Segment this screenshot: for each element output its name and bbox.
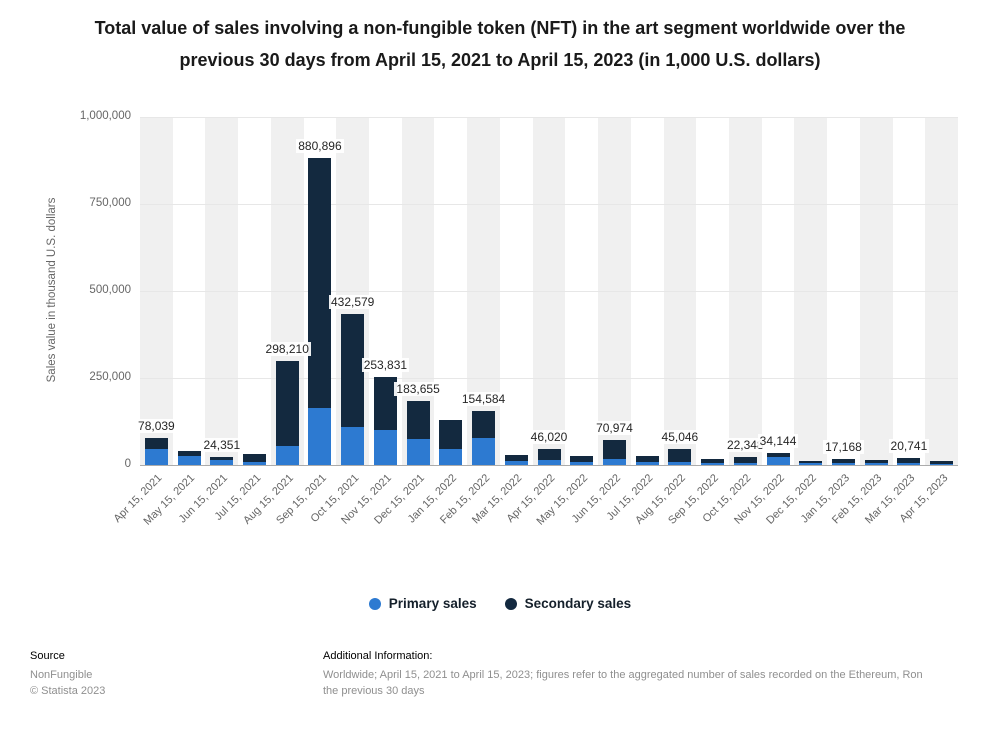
bar-segment-primary bbox=[831, 462, 855, 465]
bar-segment-primary bbox=[897, 462, 921, 465]
bar-segment-primary bbox=[766, 456, 790, 465]
source-block: Source NonFungible © Statista 2023 bbox=[30, 650, 105, 697]
additional-info-line-2: the previous 30 days bbox=[323, 685, 425, 697]
y-axis-tick-label: 500,000 bbox=[89, 284, 131, 296]
bar-segment-primary bbox=[275, 445, 299, 465]
bar-segment-primary bbox=[930, 463, 954, 465]
bar-segment-secondary bbox=[308, 158, 332, 408]
bar-segment-secondary bbox=[831, 459, 855, 463]
bar-segment-secondary bbox=[733, 457, 757, 463]
gridline bbox=[140, 204, 958, 205]
bar-segment-primary bbox=[504, 460, 528, 465]
source-name[interactable]: NonFungible bbox=[30, 669, 93, 681]
bar-segment-secondary bbox=[864, 460, 888, 464]
bar-segment-primary bbox=[733, 462, 757, 465]
data-label-text: 34,144 bbox=[757, 434, 799, 449]
x-axis-line bbox=[140, 465, 958, 466]
y-axis-tick-label: 0 bbox=[124, 458, 131, 470]
legend-marker-icon bbox=[504, 597, 517, 610]
bar-segment-secondary bbox=[373, 376, 397, 431]
bar-segment-primary bbox=[668, 461, 692, 465]
additional-info-label: Additional Information: bbox=[323, 650, 433, 662]
legend-label: Primary sales bbox=[388, 596, 477, 611]
bar-segment-primary bbox=[210, 460, 234, 465]
gridline bbox=[140, 291, 958, 292]
bar-segment-primary bbox=[864, 463, 888, 465]
bar-segment-secondary bbox=[504, 454, 528, 461]
bar-segment-secondary bbox=[243, 453, 267, 462]
bar-segment-secondary bbox=[799, 460, 823, 464]
bar-segment-secondary bbox=[144, 437, 168, 450]
bar-segment-primary bbox=[177, 455, 201, 465]
bar-segment-secondary bbox=[537, 449, 561, 460]
bar-segment-primary bbox=[341, 426, 365, 465]
bar-segment-primary bbox=[635, 462, 659, 465]
bar-segment-secondary bbox=[275, 361, 299, 446]
bar-segment-secondary bbox=[897, 457, 921, 463]
chart-title: Total value of sales involving a non-fun… bbox=[94, 18, 906, 70]
bar-segment-primary bbox=[144, 449, 168, 465]
y-axis-tick-label: 250,000 bbox=[89, 371, 131, 383]
plot-area: 78,039 24,351 298,210 880,896 432,579 253,831… bbox=[136, 117, 958, 466]
bar-segment-secondary bbox=[210, 456, 234, 461]
gridline bbox=[140, 378, 958, 379]
bar-segment-secondary bbox=[472, 411, 496, 438]
bar-segment-secondary bbox=[930, 461, 954, 464]
bar-segment-primary bbox=[701, 462, 725, 465]
bar-segment-secondary bbox=[341, 314, 365, 427]
bar-segment-primary bbox=[308, 407, 332, 465]
bar-segment-primary bbox=[537, 459, 561, 465]
bar-segment-primary bbox=[472, 437, 496, 465]
source-label: Source bbox=[30, 650, 65, 662]
bar-segment-secondary bbox=[570, 456, 594, 462]
y-axis-tick-label: 750,000 bbox=[89, 197, 131, 209]
bar-segment-primary bbox=[243, 461, 267, 465]
x-axis-labels: Apr 15, 2021 May 15, 2021 Jun 15, 2021 Jul … bbox=[112, 472, 958, 542]
bar-segment-primary bbox=[406, 438, 430, 465]
additional-info-line-1: Worldwide; April 15, 2021 to April 15, 2… bbox=[323, 669, 923, 681]
copyright[interactable]: © Statista 2023 bbox=[30, 685, 106, 697]
bar-segment-secondary bbox=[701, 458, 725, 463]
data-label-text: 17,168 bbox=[823, 440, 864, 455]
gridline bbox=[140, 117, 958, 118]
bar-segment-secondary bbox=[602, 440, 626, 459]
data-label-text: 20,741 bbox=[888, 438, 930, 453]
legend-marker-icon bbox=[368, 597, 381, 610]
legend: Primary sales Secondary sales bbox=[0, 596, 1000, 611]
legend-label: Secondary sales bbox=[524, 596, 632, 611]
bar-segment-secondary bbox=[439, 419, 463, 450]
bar-segment-secondary bbox=[766, 453, 790, 457]
y-axis-title: Sales value in thousand U.S. dollars bbox=[46, 197, 58, 383]
bar-segment-secondary bbox=[177, 451, 201, 456]
bar-segment-primary bbox=[602, 458, 626, 465]
legend-item-primary-sales[interactable]: Primary sales bbox=[368, 596, 477, 611]
y-axis-tick-label: 1,000,000 bbox=[79, 110, 131, 122]
additional-info-block: Additional Information: Worldwide; April… bbox=[323, 650, 995, 697]
bar-segment-primary bbox=[570, 461, 594, 465]
bar-segment-primary bbox=[799, 463, 823, 465]
bar-segment-secondary bbox=[635, 456, 659, 463]
bar-segment-primary bbox=[439, 449, 463, 465]
legend-item-secondary-sales[interactable]: Secondary sales bbox=[504, 596, 632, 611]
bar-segment-primary bbox=[373, 430, 397, 465]
bar-segment-secondary bbox=[668, 449, 692, 462]
bar-segment-secondary bbox=[406, 401, 430, 439]
